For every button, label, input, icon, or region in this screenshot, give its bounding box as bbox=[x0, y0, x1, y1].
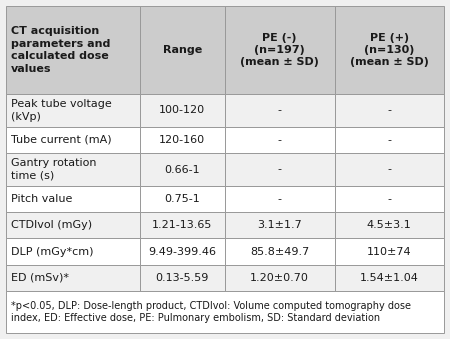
Bar bbox=[225, 153, 334, 186]
Text: 120-160: 120-160 bbox=[159, 135, 205, 145]
Text: Pitch value: Pitch value bbox=[11, 194, 72, 204]
Bar bbox=[140, 212, 225, 238]
Text: *p<0.05, DLP: Dose-length product, CTDIvol: Volume computed tomography dose
inde: *p<0.05, DLP: Dose-length product, CTDIv… bbox=[11, 301, 411, 323]
Text: CTDIvol (mGy): CTDIvol (mGy) bbox=[11, 220, 92, 230]
Bar bbox=[6, 6, 140, 94]
Text: CT acquisition
parameters and
calculated dose
values: CT acquisition parameters and calculated… bbox=[11, 26, 110, 74]
Text: Range: Range bbox=[162, 45, 202, 55]
Bar bbox=[334, 238, 444, 265]
Bar bbox=[225, 212, 334, 238]
Text: PE (+)
(n=130)
(mean ± SD): PE (+) (n=130) (mean ± SD) bbox=[350, 33, 429, 67]
Bar bbox=[334, 186, 444, 212]
Bar bbox=[140, 238, 225, 265]
Bar bbox=[140, 186, 225, 212]
Text: -: - bbox=[278, 164, 282, 175]
Text: Tube current (mA): Tube current (mA) bbox=[11, 135, 112, 145]
Text: PE (-)
(n=197)
(mean ± SD): PE (-) (n=197) (mean ± SD) bbox=[240, 33, 319, 67]
Text: -: - bbox=[278, 135, 282, 145]
Text: -: - bbox=[387, 164, 391, 175]
Text: -: - bbox=[278, 194, 282, 204]
Bar bbox=[6, 238, 140, 265]
Text: 1.54±1.04: 1.54±1.04 bbox=[360, 273, 418, 283]
Text: 1.20±0.70: 1.20±0.70 bbox=[250, 273, 309, 283]
Bar bbox=[6, 94, 140, 127]
Text: 85.8±49.7: 85.8±49.7 bbox=[250, 246, 310, 257]
Bar bbox=[6, 265, 140, 291]
Bar bbox=[6, 186, 140, 212]
Text: 1.21-13.65: 1.21-13.65 bbox=[152, 220, 212, 230]
Text: -: - bbox=[278, 105, 282, 115]
Bar bbox=[334, 265, 444, 291]
Bar bbox=[6, 291, 444, 333]
Bar bbox=[140, 94, 225, 127]
Bar bbox=[225, 238, 334, 265]
Bar bbox=[6, 153, 140, 186]
Bar bbox=[225, 6, 334, 94]
Bar bbox=[334, 127, 444, 153]
Bar bbox=[225, 265, 334, 291]
Bar bbox=[334, 212, 444, 238]
Text: -: - bbox=[387, 135, 391, 145]
Text: 9.49-399.46: 9.49-399.46 bbox=[148, 246, 216, 257]
Bar bbox=[140, 127, 225, 153]
Bar bbox=[334, 153, 444, 186]
Bar bbox=[6, 212, 140, 238]
Text: 100-120: 100-120 bbox=[159, 105, 205, 115]
Bar bbox=[140, 153, 225, 186]
Bar bbox=[225, 127, 334, 153]
Bar bbox=[225, 186, 334, 212]
Text: Peak tube voltage
(kVp): Peak tube voltage (kVp) bbox=[11, 99, 112, 122]
Text: -: - bbox=[387, 194, 391, 204]
Bar bbox=[140, 265, 225, 291]
Text: 110±74: 110±74 bbox=[367, 246, 412, 257]
Bar bbox=[6, 127, 140, 153]
Bar bbox=[334, 6, 444, 94]
Text: ED (mSv)*: ED (mSv)* bbox=[11, 273, 69, 283]
Text: 4.5±3.1: 4.5±3.1 bbox=[367, 220, 412, 230]
Text: -: - bbox=[387, 105, 391, 115]
Text: DLP (mGy*cm): DLP (mGy*cm) bbox=[11, 246, 94, 257]
Text: 0.66-1: 0.66-1 bbox=[165, 164, 200, 175]
Text: 0.75-1: 0.75-1 bbox=[164, 194, 200, 204]
Text: Gantry rotation
time (s): Gantry rotation time (s) bbox=[11, 158, 96, 181]
Text: 0.13-5.59: 0.13-5.59 bbox=[156, 273, 209, 283]
Text: 3.1±1.7: 3.1±1.7 bbox=[257, 220, 302, 230]
Bar bbox=[140, 6, 225, 94]
Bar bbox=[334, 94, 444, 127]
Bar bbox=[225, 94, 334, 127]
